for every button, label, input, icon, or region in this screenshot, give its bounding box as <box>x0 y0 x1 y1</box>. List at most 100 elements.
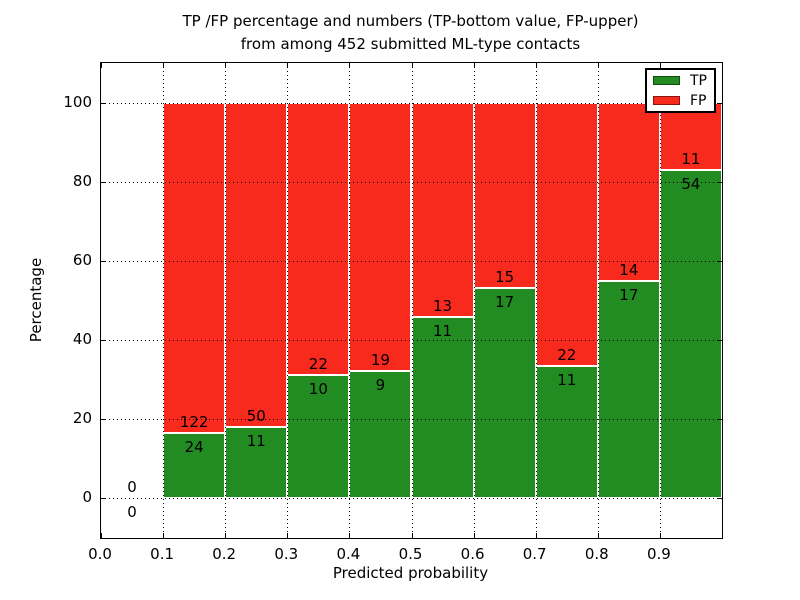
y-tick-mark <box>717 102 722 104</box>
bar-segment-fp <box>349 102 412 372</box>
x-tick-mark <box>473 63 475 68</box>
grid-line-vertical <box>287 63 289 538</box>
bar-count-label-fp: 19 <box>370 351 390 370</box>
y-tick-mark <box>717 498 722 500</box>
chart-title-line1: TP /FP percentage and numbers (TP-bottom… <box>182 12 639 30</box>
y-tick-mark <box>101 260 106 262</box>
bar-segment-tp <box>597 281 660 499</box>
grid-line-vertical <box>411 63 413 538</box>
bar-count-label-tp: 10 <box>308 379 328 398</box>
y-tick-mark <box>101 102 106 104</box>
bar-count-label-tp: 17 <box>619 286 639 305</box>
bar-count-label-fp: 0 <box>127 478 137 497</box>
chart-title: TP /FP percentage and numbers (TP-bottom… <box>100 10 721 56</box>
x-tick-mark <box>287 63 289 68</box>
grid-line-vertical <box>163 63 165 538</box>
x-tick-mark <box>411 63 413 68</box>
x-tick-mark <box>473 533 475 538</box>
x-tick-mark <box>597 533 599 538</box>
bar-count-label-fp: 22 <box>308 354 328 373</box>
x-tick-mark <box>101 63 102 68</box>
y-tick-mark <box>101 419 106 421</box>
bar-count-label-tp: 24 <box>184 438 204 457</box>
bar-count-label-fp: 50 <box>246 407 266 426</box>
x-tick-mark <box>225 63 227 68</box>
grid-line-vertical <box>349 63 351 538</box>
bar-segment-fp <box>225 102 288 428</box>
legend-swatch-tp <box>653 76 680 85</box>
bar-count-label-fp: 13 <box>433 296 453 315</box>
bar-count-label-tp: 9 <box>375 376 386 395</box>
bar-count-label-tp: 11 <box>433 321 453 340</box>
y-tick-label: 20 <box>72 409 92 428</box>
y-tick-mark <box>717 181 722 183</box>
x-tick-mark <box>411 533 413 538</box>
bar-count-label-fp: 15 <box>495 268 515 287</box>
y-tick-label: 80 <box>72 171 92 190</box>
y-tick-mark <box>101 498 106 500</box>
legend-label-tp: TP <box>690 72 707 89</box>
x-tick-label: 0.3 <box>274 545 299 563</box>
bar-count-label-tp: 54 <box>681 174 701 193</box>
x-tick-label: 0.1 <box>150 545 175 563</box>
legend-label-fp: FP <box>690 92 707 109</box>
x-tick-mark <box>535 63 537 68</box>
bar-segment-tp <box>473 288 536 499</box>
x-tick-mark <box>535 533 537 538</box>
x-tick-label: 0.7 <box>522 545 547 563</box>
grid-line-vertical <box>659 63 661 538</box>
y-tick-mark <box>717 340 722 342</box>
bar-segment-fp <box>597 102 660 282</box>
grid-line-vertical <box>225 63 227 538</box>
grid-line-vertical <box>535 63 537 538</box>
legend-item-tp: TP <box>647 73 714 89</box>
y-tick-mark <box>101 340 106 342</box>
bar-count-label-tp: 11 <box>557 371 577 390</box>
x-tick-label: 0.2 <box>212 545 237 563</box>
y-tick-label: 0 <box>82 488 92 507</box>
x-tick-label: 0.6 <box>460 545 485 563</box>
x-tick-mark <box>597 63 599 68</box>
legend-swatch-fp <box>653 96 680 105</box>
x-tick-mark <box>349 63 351 68</box>
x-tick-mark <box>101 533 102 538</box>
y-tick-label: 100 <box>63 92 92 111</box>
bar-count-label-fp: 14 <box>619 261 639 280</box>
bar-segment-fp <box>163 102 226 434</box>
bar-segment-tp <box>287 374 350 499</box>
legend-item-fp: FP <box>647 93 714 109</box>
y-tick-label: 60 <box>72 250 92 269</box>
x-tick-mark <box>163 63 165 68</box>
x-tick-label: 0.0 <box>88 545 112 563</box>
bar-segment-tp <box>411 316 474 499</box>
x-tick-label: 0.5 <box>398 545 423 563</box>
bar-segment-fp <box>535 102 598 367</box>
y-tick-mark <box>717 419 722 421</box>
x-tick-mark <box>659 63 661 68</box>
bar-segment-tp <box>535 366 598 499</box>
x-tick-mark <box>659 533 661 538</box>
x-tick-mark <box>349 533 351 538</box>
y-tick-mark <box>717 260 722 262</box>
legend: TP FP <box>645 68 716 113</box>
x-axis-label: Predicted probability <box>332 564 489 582</box>
plot-area: 0 0 122 24 50 11 22 10 19 9 13 11 15 17 22 11 14 17 11 54 T… <box>100 62 723 539</box>
x-tick-label: 0.8 <box>584 545 609 563</box>
x-tick-mark <box>287 533 289 538</box>
bar-count-label-tp: 17 <box>495 293 515 312</box>
bar-segment-fp <box>473 102 536 289</box>
bar-segment-tp <box>659 169 722 499</box>
grid-line-vertical <box>473 63 475 538</box>
chart-title-line2: from among 452 submitted ML-type contact… <box>240 35 581 53</box>
bar-count-label-tp: 11 <box>246 432 266 451</box>
bar-segment-fp <box>287 102 350 375</box>
bar-count-label-fp: 122 <box>179 413 209 432</box>
bar-count-label-fp: 11 <box>681 149 701 168</box>
grid-line-vertical <box>597 63 599 538</box>
bar-segment-fp <box>411 102 474 317</box>
bar-count-label-tp: 0 <box>127 503 137 522</box>
x-tick-label: 0.9 <box>646 545 671 563</box>
x-tick-mark <box>225 533 227 538</box>
x-tick-mark <box>163 533 165 538</box>
